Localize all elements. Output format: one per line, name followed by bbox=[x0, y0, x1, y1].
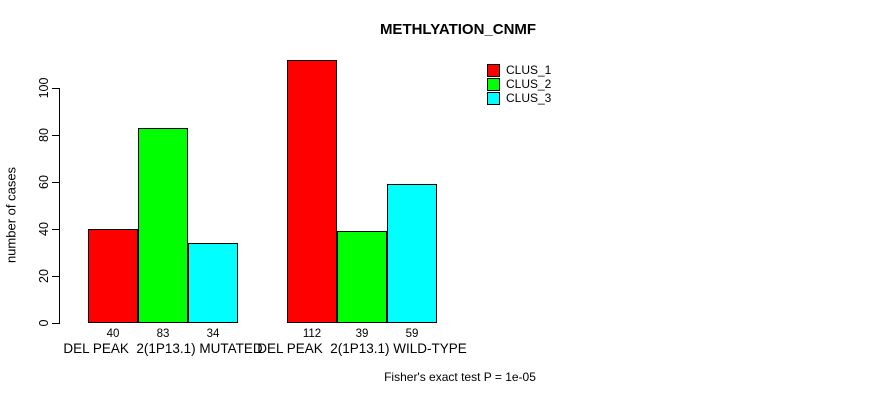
y-tick-label: 40 bbox=[37, 222, 51, 236]
bar-value-label: 83 bbox=[156, 328, 170, 340]
y-tick-label: 80 bbox=[37, 128, 51, 142]
bar-clus_1-group2 bbox=[287, 60, 337, 323]
bar-value-label: 40 bbox=[106, 328, 120, 340]
y-tick-mark bbox=[52, 229, 59, 230]
bar-value-label: 59 bbox=[405, 328, 419, 340]
y-tick-mark bbox=[52, 323, 59, 324]
y-tick-label: 20 bbox=[37, 269, 51, 283]
legend-item: CLUS_1 bbox=[487, 63, 551, 77]
y-tick-mark bbox=[52, 88, 59, 89]
bar-value-label: 112 bbox=[302, 328, 322, 340]
legend: CLUS_1 CLUS_2 CLUS_3 bbox=[487, 63, 551, 105]
legend-item: CLUS_2 bbox=[487, 77, 551, 91]
bar-clus_2-group1 bbox=[138, 128, 188, 323]
bar-clus_1-group1 bbox=[88, 229, 138, 323]
legend-color-swatch-clus_2 bbox=[487, 77, 500, 91]
y-tick-label: 60 bbox=[37, 175, 51, 189]
legend-color-swatch-clus_3 bbox=[487, 91, 500, 105]
y-tick-mark bbox=[52, 135, 59, 136]
x-category-label: DEL PEAK 2(1P13.1) WILD-TYPE bbox=[257, 341, 467, 356]
legend-label: CLUS_1 bbox=[506, 63, 552, 77]
x-category-label: DEL PEAK 2(1P13.1) MUTATED bbox=[63, 341, 263, 356]
legend-color-swatch-clus_1 bbox=[487, 63, 500, 77]
bar-clus_3-group1 bbox=[188, 243, 238, 323]
y-axis-line bbox=[59, 88, 60, 324]
y-axis-label: number of cases bbox=[3, 166, 19, 264]
bar-clus_3-group2 bbox=[387, 184, 437, 323]
bar-value-label: 39 bbox=[355, 328, 369, 340]
legend-label: CLUS_2 bbox=[506, 77, 552, 91]
chart-title: METHLYATION_CNMF bbox=[379, 21, 537, 38]
y-tick-label: 100 bbox=[37, 77, 51, 99]
bar-clus_2-group2 bbox=[337, 231, 387, 323]
y-tick-label: 0 bbox=[37, 319, 51, 327]
y-tick-mark bbox=[52, 276, 59, 277]
y-tick-mark bbox=[52, 182, 59, 183]
legend-item: CLUS_3 bbox=[487, 91, 551, 105]
legend-label: CLUS_3 bbox=[506, 91, 552, 105]
bar-value-label: 34 bbox=[206, 328, 220, 340]
fisher-test-annotation: Fisher's exact test P = 1e-05 bbox=[384, 370, 536, 384]
